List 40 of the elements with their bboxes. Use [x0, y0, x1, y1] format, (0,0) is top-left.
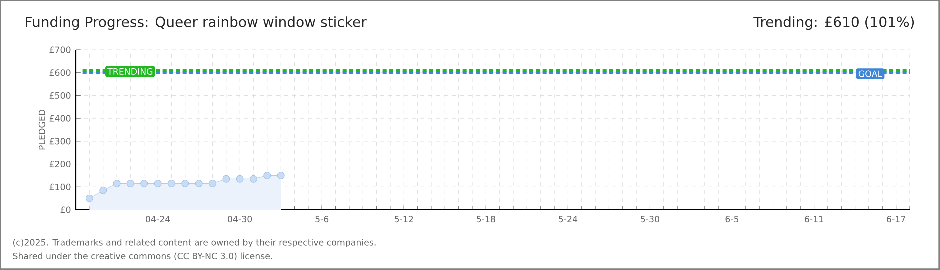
point — [86, 194, 94, 202]
x-tick-label: 04-24 — [146, 216, 170, 223]
ref-line-label: TRENDING — [108, 68, 153, 75]
y-axis-title: PLEDGED — [38, 110, 46, 150]
point — [208, 180, 216, 188]
y-tick-label: £200 — [50, 161, 71, 168]
text: Shared under the creative commons (CC BY-NC 3.0) license. — [13, 252, 272, 261]
point — [277, 172, 285, 180]
text: (c)2025. Trademarks and related content are owned by their respective companies. — [13, 239, 376, 248]
point — [100, 186, 108, 194]
y-tick-label: £700 — [50, 46, 71, 54]
x-tick-label: 6-11 — [805, 216, 824, 223]
point — [113, 180, 121, 188]
x-tick-label: 5-18 — [477, 216, 496, 223]
x-tick-label: 5-24 — [559, 216, 578, 223]
point — [236, 175, 244, 183]
y-tick-label: £400 — [50, 115, 71, 122]
point — [264, 172, 272, 180]
point — [250, 175, 258, 183]
ref-line-label: GOAL — [858, 70, 883, 78]
y-tick-label: £600 — [50, 70, 71, 76]
x-tick-label: 5-12 — [394, 216, 414, 223]
point — [154, 180, 162, 188]
point — [222, 175, 230, 183]
point — [140, 180, 148, 188]
chart-subtitle: Trending: £610 (101%) — [754, 16, 914, 30]
y-tick-label: £0 — [60, 206, 71, 214]
point — [182, 180, 190, 188]
y-tick-label: £100 — [50, 184, 71, 190]
y-tick-label: £500 — [50, 92, 71, 99]
point — [195, 180, 203, 188]
y-tick-label: £300 — [50, 138, 71, 145]
x-tick-label: 6-5 — [726, 216, 739, 223]
x-tick-label: 6-17 — [887, 216, 906, 223]
chart-title: Funding Progress: Queer rainbow window sticker — [26, 16, 367, 30]
x-tick-label: 5-6 — [316, 216, 329, 223]
x-tick-label: 04-30 — [228, 216, 252, 223]
point — [126, 180, 134, 188]
point — [168, 180, 176, 188]
x-tick-label: 5-30 — [641, 216, 660, 223]
